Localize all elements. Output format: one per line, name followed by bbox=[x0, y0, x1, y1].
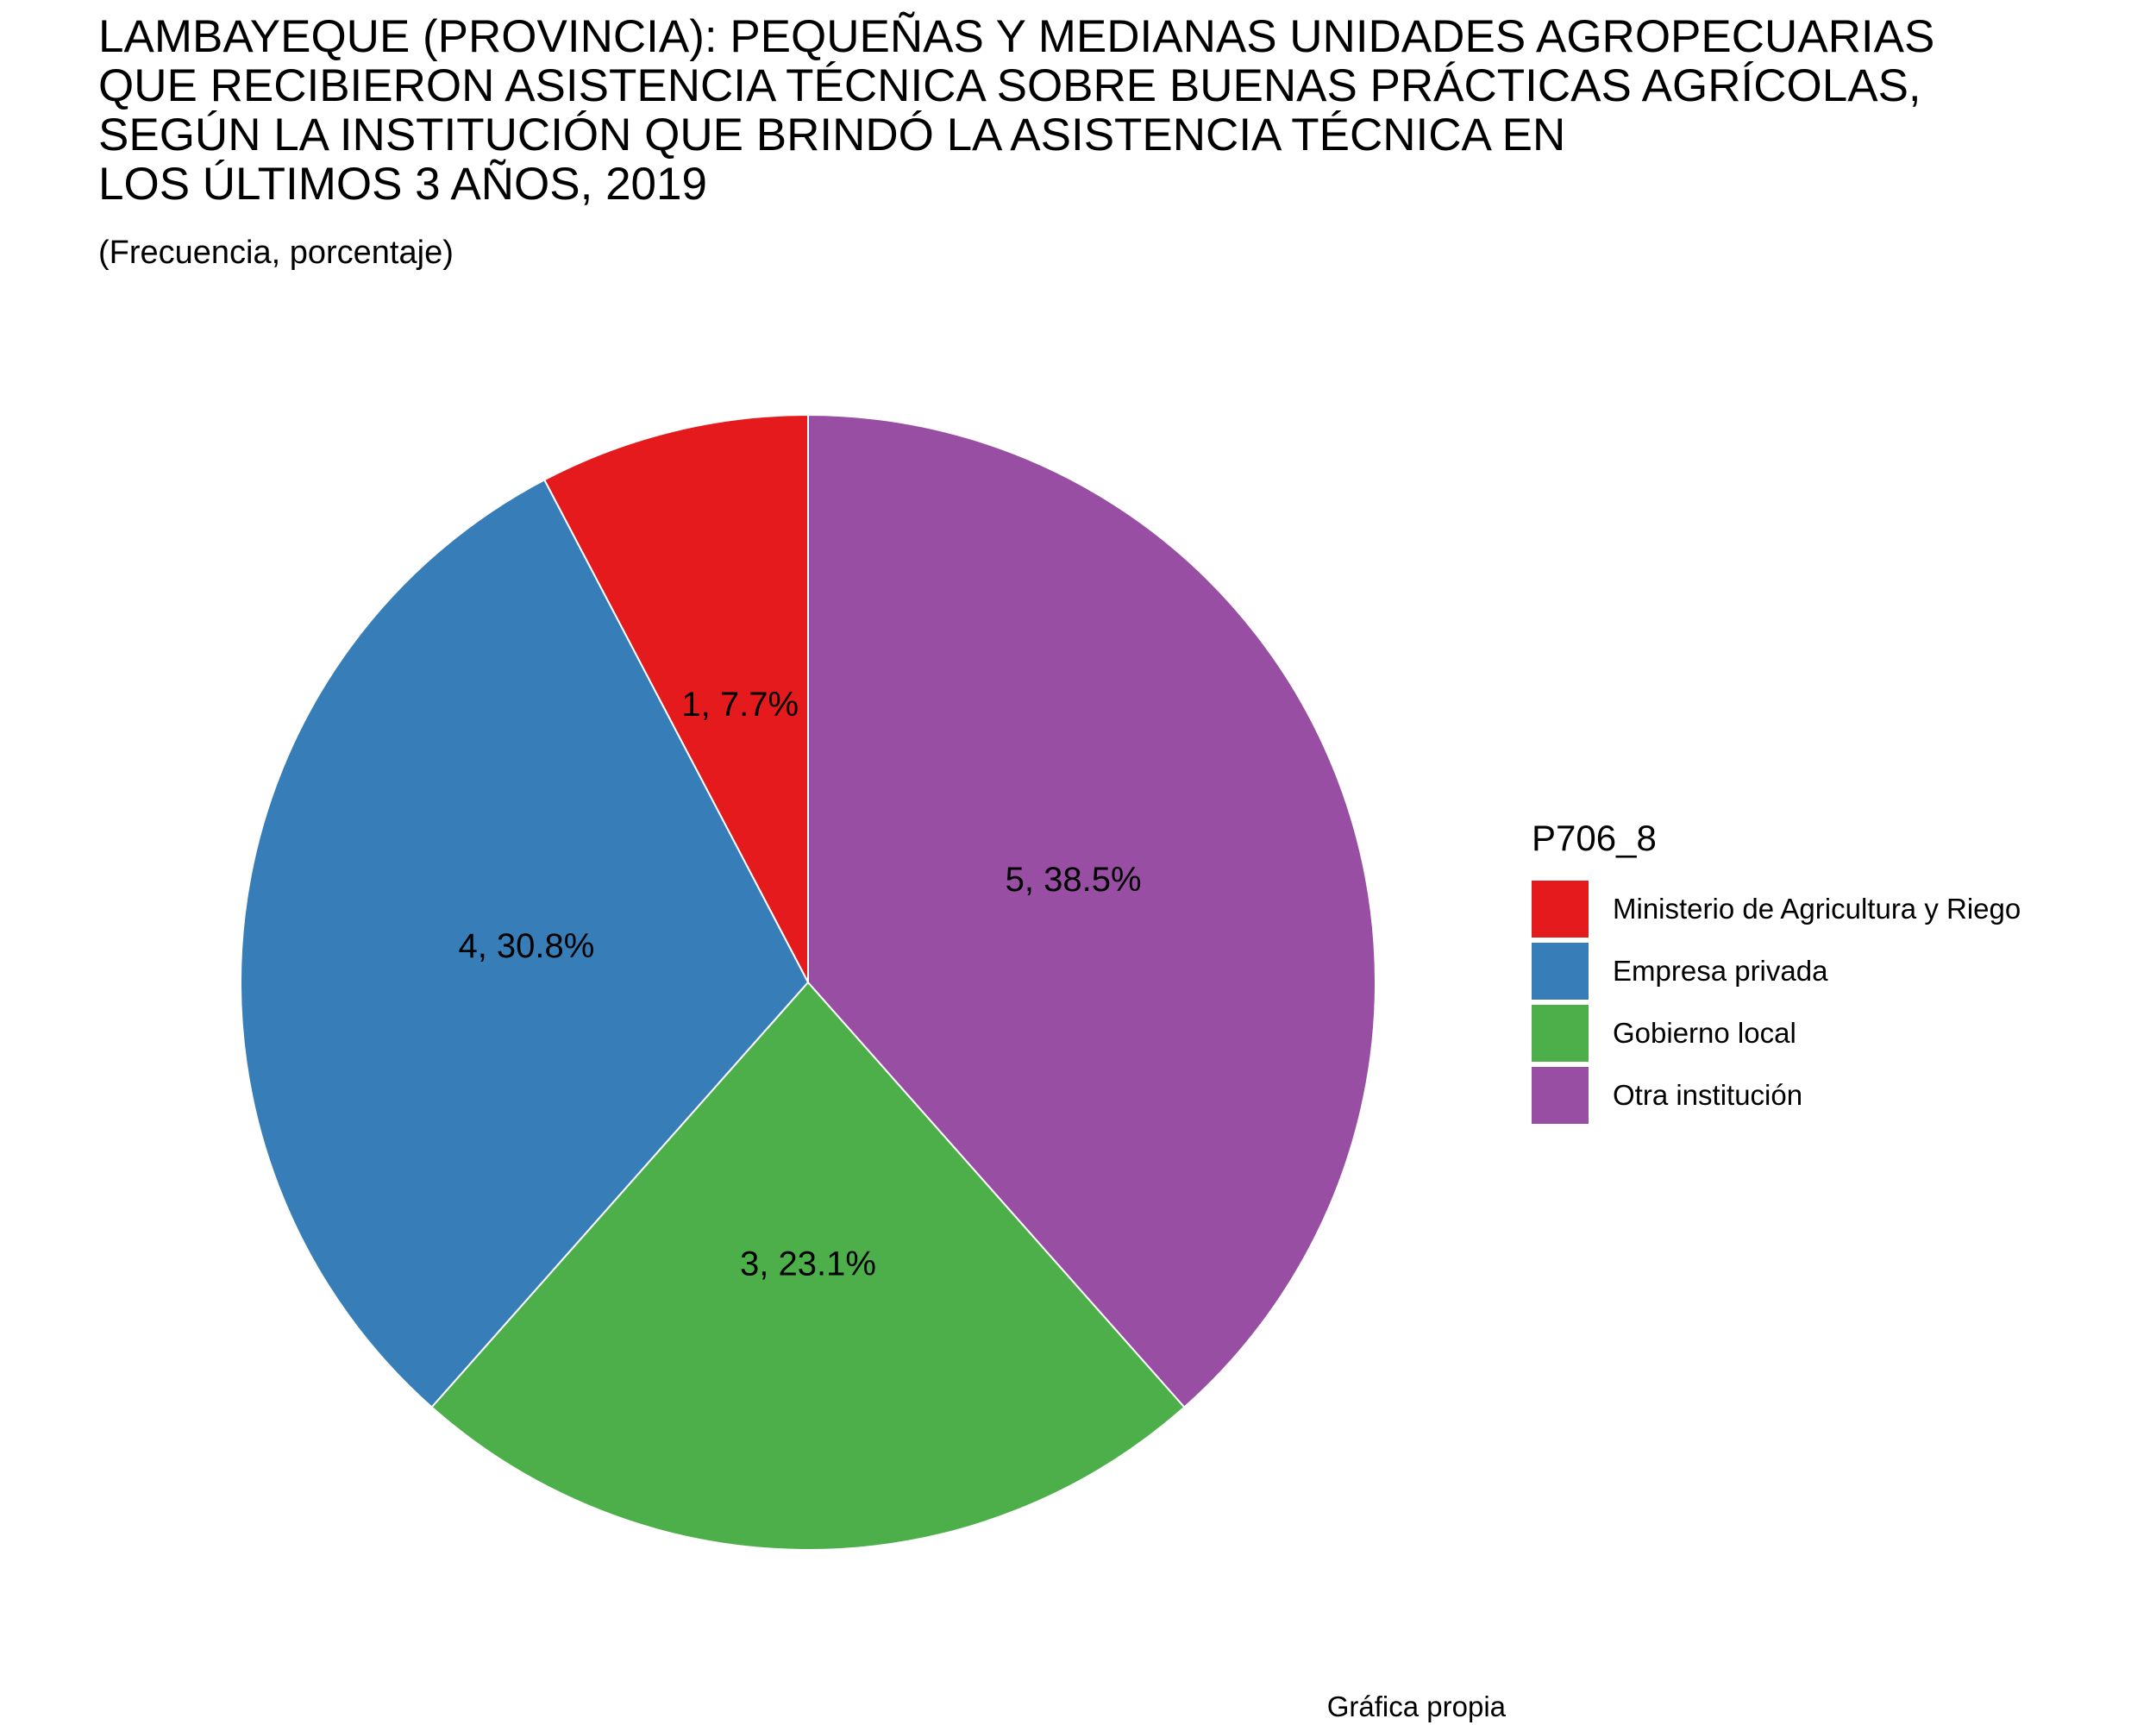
pie-slice-2 bbox=[240, 479, 810, 1408]
legend-color-swatch bbox=[1532, 1005, 1589, 1062]
chart-title-line: QUE RECIBIERON ASISTENCIA TÉCNICA SOBRE … bbox=[98, 60, 1921, 111]
slice-data-label-1: 1, 7.7% bbox=[681, 686, 799, 724]
legend-label: Ministerio de Agricultura y Riego bbox=[1613, 893, 2021, 925]
legend-item-2: Empresa privada bbox=[1532, 940, 2021, 1002]
legend-item-4: Otra institución bbox=[1532, 1064, 2021, 1126]
pie-slice-3 bbox=[430, 981, 1186, 1551]
chart-title-line: SEGÚN LA INSTITUCIÓN QUE BRINDÓ LA ASIST… bbox=[98, 110, 1566, 160]
chart-title-line: LAMBAYEQUE (PROVINCIA): PEQUEÑAS Y MEDIA… bbox=[98, 11, 1935, 62]
legend-color-swatch bbox=[1532, 881, 1589, 938]
slice-data-label-3: 3, 23.1% bbox=[740, 1245, 876, 1283]
legend-label: Otra institución bbox=[1613, 1079, 1803, 1111]
pie-slice-1 bbox=[542, 413, 809, 983]
legend-title: P706_8 bbox=[1532, 818, 1657, 858]
slice-data-label-2: 4, 30.8% bbox=[458, 927, 594, 965]
slice-data-label-4: 5, 38.5% bbox=[1006, 861, 1142, 899]
legend-color-swatch bbox=[1532, 943, 1589, 1000]
legend-label: Empresa privada bbox=[1613, 955, 1828, 987]
chart-title: LAMBAYEQUE (PROVINCIA): PEQUEÑAS Y MEDIA… bbox=[98, 12, 2134, 209]
legend-item-3: Gobierno local bbox=[1532, 1002, 2021, 1064]
legend: P706_8 Ministerio de Agricultura y Riego… bbox=[1532, 818, 2021, 1126]
legend-item-1: Ministerio de Agricultura y Riego bbox=[1532, 878, 2021, 940]
chart-subtitle: (Frecuencia, porcentaje) bbox=[98, 235, 454, 271]
legend-items: Ministerio de Agricultura y Riego Empresa… bbox=[1532, 878, 2021, 1126]
caption: Gráfica propia bbox=[1326, 1690, 1506, 1722]
legend-color-swatch bbox=[1532, 1067, 1589, 1124]
pie-slice-4 bbox=[807, 413, 1376, 1408]
chart-title-line: LOS ÚLTIMOS 3 AÑOS, 2019 bbox=[98, 159, 707, 210]
legend-label: Gobierno local bbox=[1613, 1017, 1796, 1049]
